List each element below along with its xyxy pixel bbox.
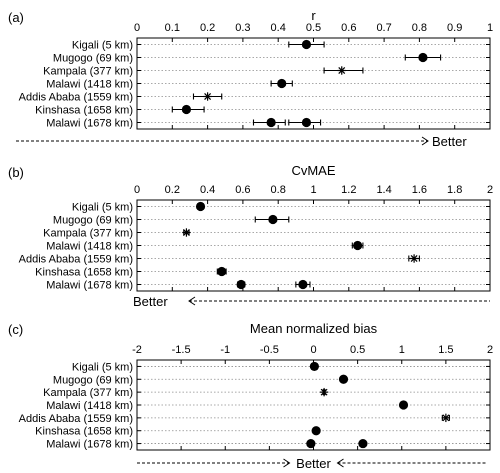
data-point	[306, 438, 316, 449]
data-point	[217, 266, 227, 277]
tick-label: 0.2	[200, 22, 215, 34]
category-label: Kinshasa (1658 km)	[35, 105, 133, 117]
direction-arrow-head	[188, 296, 196, 306]
plot-frame	[136, 359, 491, 451]
data-point-star	[182, 228, 191, 237]
tick-label: 1	[487, 22, 493, 34]
tick-label: 0.3	[235, 22, 250, 34]
data-point-star	[409, 254, 419, 263]
category-label: Kampala (377 km)	[43, 228, 133, 240]
tick-label: 0.4	[271, 22, 286, 34]
panel-b: (b) CvMAE 0 0.2 0.4 0.6 0.8 1 1.2 1.4 1.6 1.8 2 Kigal…	[8, 163, 493, 309]
tick-label: 2	[487, 184, 493, 196]
category-label: Addis Ababa (1559 km)	[19, 413, 133, 425]
tick-label: -1	[220, 344, 230, 356]
panel-label: (c)	[8, 322, 23, 337]
tick-label: -1.5	[172, 344, 191, 356]
tick-label: 1.2	[341, 184, 356, 196]
tick-label: -0.5	[260, 344, 279, 356]
tick-label: 0.8	[412, 22, 427, 34]
data-point	[268, 214, 278, 225]
category-label: Kinshasa (1658 km)	[35, 426, 133, 438]
axis-title: r	[311, 8, 316, 23]
category-label: Kigali (5 km)	[72, 40, 133, 52]
data-point	[181, 104, 192, 115]
tick-label: -2	[132, 344, 142, 356]
data-point	[236, 279, 246, 290]
data-point	[277, 78, 287, 89]
direction-arrow-head	[336, 458, 344, 468]
data-point-star	[337, 66, 346, 75]
data-point	[398, 400, 409, 410]
tick-label: 0.7	[376, 22, 391, 34]
panel-c: (c) Mean normalized bias -2 -1.5 -1 -0.5 0 0.5 1…	[8, 321, 493, 471]
data-point	[309, 361, 319, 372]
tick-label: 0	[134, 22, 140, 34]
tick-label: 1.5	[438, 344, 453, 356]
category-label: Kampala (377 km)	[43, 387, 133, 399]
axis-title: CvMAE	[291, 163, 335, 178]
tick-label: 1.4	[376, 184, 391, 196]
data-point	[338, 374, 349, 384]
data-point	[298, 279, 308, 290]
category-label: Kigali (5 km)	[72, 361, 133, 373]
direction-label: Better	[133, 294, 168, 309]
tick-label: 0	[134, 184, 140, 196]
category-label: Kinshasa (1658 km)	[35, 267, 133, 279]
data-point	[311, 426, 321, 436]
category-label: Addis Ababa (1559 km)	[19, 254, 133, 266]
panel-label: (b)	[8, 165, 24, 180]
category-label: Malawi (1418 km)	[46, 79, 133, 91]
direction-arrow-head	[283, 458, 291, 468]
plot-frame	[136, 199, 491, 292]
tick-label: 0	[310, 344, 316, 356]
panel-a: (a) r 0 0.1 0.2 0.3 0.4 0.5 0.6 0.7 0.8 0.9 1 Kigali …	[8, 8, 493, 149]
category-label: Malawi (1678 km)	[46, 118, 133, 130]
category-label: Kigali (5 km)	[72, 202, 133, 214]
tick-label: 0.9	[447, 22, 462, 34]
data-point	[353, 240, 363, 251]
data-point-star	[441, 413, 451, 423]
data-point	[358, 438, 368, 449]
category-label: Malawi (1418 km)	[46, 241, 133, 253]
tick-label: 1	[399, 344, 405, 356]
data-point	[266, 117, 276, 128]
category-label: Malawi (1678 km)	[46, 439, 133, 451]
category-label: Mugogo (69 km)	[53, 374, 133, 386]
data-point-star	[203, 92, 212, 101]
category-label: Kampala (377 km)	[43, 66, 133, 78]
data-point	[301, 39, 312, 50]
tick-label: 1	[310, 184, 316, 196]
data-point	[301, 117, 312, 128]
tick-label: 0.5	[306, 22, 321, 34]
tick-label: 0.5	[350, 344, 365, 356]
tick-label: 0.4	[200, 184, 215, 196]
tick-label: 0.2	[165, 184, 180, 196]
direction-label: Better	[432, 134, 467, 149]
direction-arrow-head	[421, 136, 429, 146]
tick-label: 0.8	[271, 184, 286, 196]
category-label: Malawi (1418 km)	[46, 400, 133, 412]
panel-label: (a)	[8, 10, 24, 25]
tick-label: 0.6	[341, 22, 356, 34]
data-point	[418, 52, 428, 63]
data-point-star	[319, 387, 329, 397]
tick-label: 2	[487, 344, 493, 356]
tick-label: 0.1	[165, 22, 180, 34]
direction-label: Better	[296, 456, 331, 471]
axis-title: Mean normalized bias	[250, 321, 378, 336]
plot-frame	[136, 37, 491, 130]
tick-label: 1.6	[412, 184, 427, 196]
data-point	[195, 201, 206, 212]
category-label: Addis Ababa (1559 km)	[19, 92, 133, 104]
tick-label: 1.8	[447, 184, 462, 196]
category-label: Malawi (1678 km)	[46, 280, 133, 292]
category-label: Mugogo (69 km)	[53, 215, 133, 227]
tick-label: 0.6	[235, 184, 250, 196]
category-label: Mugogo (69 km)	[53, 53, 133, 65]
